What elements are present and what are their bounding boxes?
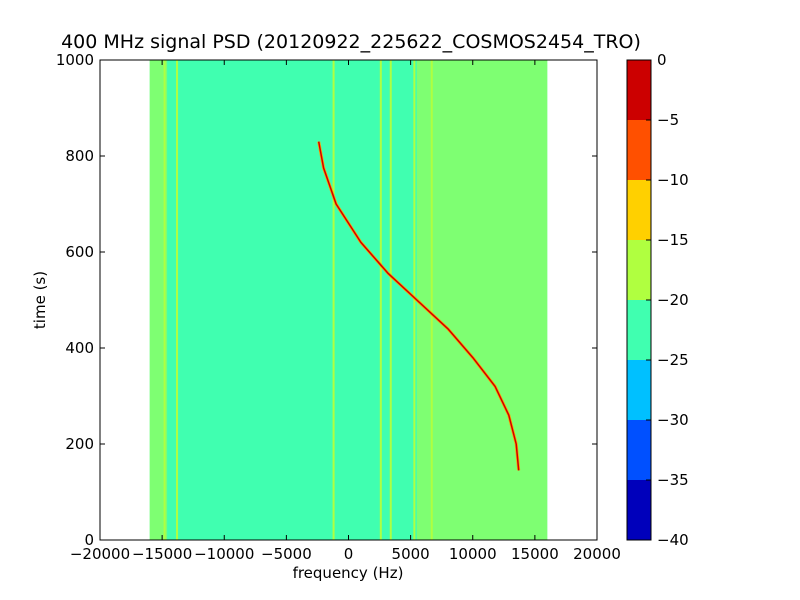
- x-tick-label: −5000: [261, 545, 312, 563]
- colorbar-tick-label: −15: [657, 231, 689, 249]
- x-tick-label: 20000: [573, 545, 621, 563]
- colorbar-tick-label: −25: [657, 351, 689, 369]
- y-tick-label: 600: [65, 243, 94, 261]
- psd-edge-band: [149, 60, 168, 540]
- x-axis-title: frequency (Hz): [293, 564, 404, 582]
- colorbar-segment: [627, 120, 651, 180]
- doppler-curve: [317, 141, 520, 471]
- x-tick-label: −20000: [70, 545, 130, 563]
- colorbar-segment: [627, 420, 651, 480]
- y-tick-label: 800: [65, 147, 94, 165]
- y-tick-label: 1000: [56, 51, 94, 69]
- x-tick-label: −15000: [132, 545, 192, 563]
- colorbar-segment: [627, 360, 651, 420]
- colorbar-tick-label: −35: [657, 471, 689, 489]
- y-tick-label: 0: [84, 531, 94, 549]
- colorbar-tick-label: −40: [657, 531, 689, 549]
- x-tick-label: 10000: [449, 545, 497, 563]
- psd-edge-band: [416, 60, 548, 540]
- y-tick-label: 400: [65, 339, 94, 357]
- y-axis-title: time (s): [31, 271, 49, 329]
- colorbar-tick-label: −30: [657, 411, 689, 429]
- colorbar-tick-label: −10: [657, 171, 689, 189]
- chart-title: 400 MHz signal PSD (20120922_225622_COSM…: [61, 31, 641, 53]
- x-axis: −20000 −15000 −10000 −5000 0 5000 10000 15000 20…: [70, 60, 621, 563]
- y-tick-label: 200: [65, 435, 94, 453]
- colorbar-tick-label: −5: [657, 111, 679, 129]
- x-tick-label: 5000: [392, 545, 430, 563]
- colorbar-segment: [627, 300, 651, 360]
- colorbar-segment: [627, 240, 651, 300]
- plot-area: [149, 60, 548, 540]
- colorbar-tick-label: 0: [657, 51, 667, 69]
- y-axis: 0 200 400 600 800 1000: [56, 51, 597, 549]
- x-tick-label: −10000: [194, 545, 254, 563]
- colorbar-segment: [627, 60, 651, 120]
- colorbar-segment: [627, 480, 651, 540]
- colorbar-segment: [627, 180, 651, 240]
- colorbar-tick-label: −20: [657, 291, 689, 309]
- x-tick-label: 0: [344, 545, 354, 563]
- x-tick-label: 15000: [511, 545, 559, 563]
- colorbar: 0 −5 −10 −15 −20 −25 −30 −35 −40: [626, 51, 689, 549]
